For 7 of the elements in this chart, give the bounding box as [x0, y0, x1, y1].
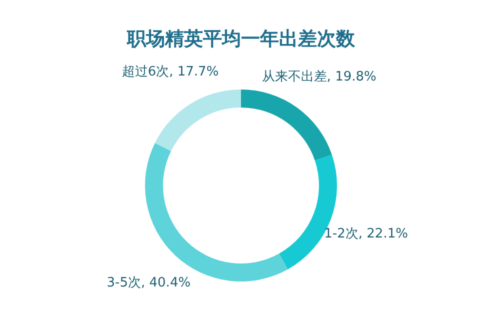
donut-slice [154, 90, 241, 151]
slice-label: 3-5次, 40.4% [106, 276, 191, 291]
donut-slice [241, 90, 332, 160]
slice-label: 从来不出差, 19.8% [262, 70, 376, 85]
chart-title: 职场精英平均一年出差次数 [126, 28, 356, 50]
slice-label: 超过6次, 17.7% [122, 64, 219, 80]
slice-label: 1-2次, 22.1% [324, 226, 408, 242]
